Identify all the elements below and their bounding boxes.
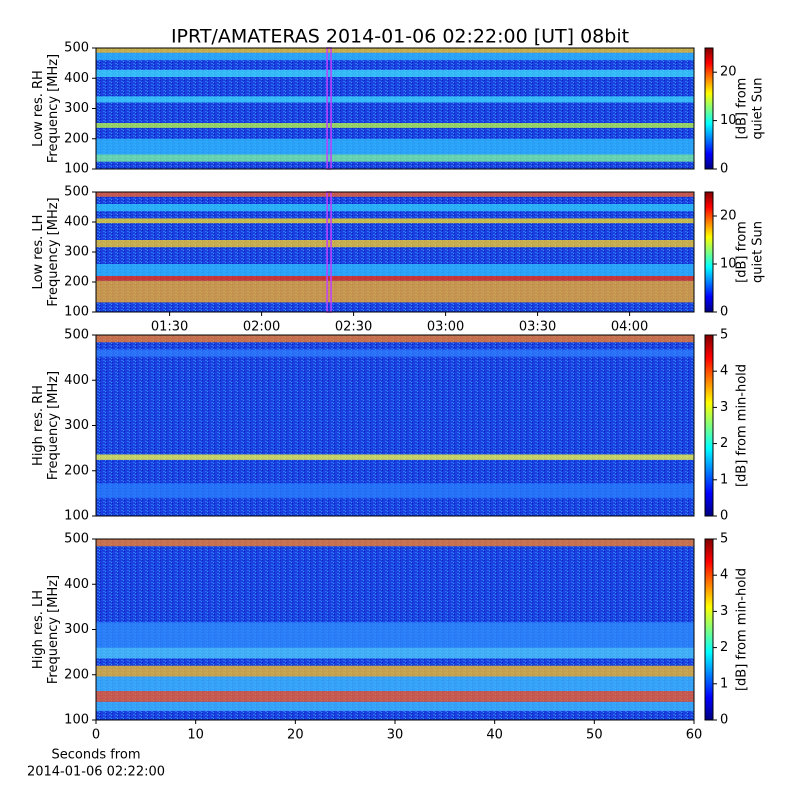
colorbar-tick-label: 2: [720, 436, 728, 451]
spectrogram-band: [96, 264, 694, 276]
spectrogram-band: [96, 701, 694, 711]
colorbar-tick-label: 0: [720, 509, 728, 524]
spectrogram-band: [96, 218, 694, 224]
y-tick-label: 400: [64, 577, 89, 592]
colorbar-tick-label: 1: [720, 472, 728, 487]
y-tick-label: 200: [64, 275, 89, 290]
colorbar-tick-label: 2: [720, 640, 728, 655]
y-tick-label: 500: [64, 41, 89, 56]
x-tick-label: 04:00: [611, 320, 648, 335]
spectrogram-band: [96, 123, 694, 128]
spectrogram-band: [96, 622, 694, 648]
x-tick-label: 03:00: [427, 320, 464, 335]
y-tick-label: 400: [64, 373, 89, 388]
x-tick-label: 02:00: [243, 320, 280, 335]
y-tick-label: 200: [64, 463, 89, 478]
colorbar-tick-label: 10: [720, 257, 737, 272]
y-axis-label: Frequency [MHz]: [46, 197, 61, 306]
spectrogram-band: [96, 647, 694, 659]
x-tick-label: 03:30: [519, 320, 556, 335]
colorbar: [704, 47, 714, 170]
y-tick-label: 300: [64, 245, 89, 260]
y-tick-label: 500: [64, 328, 89, 343]
x-tick-label: 0: [92, 728, 100, 743]
y-tick-label: 100: [64, 305, 89, 320]
colorbar-label: [dB] from min-hold: [735, 364, 750, 487]
y-axis-label: Low res. LH: [31, 215, 46, 290]
colorbar: [704, 191, 714, 313]
colorbar-tick-label: 4: [720, 568, 728, 583]
spectrogram-band: [96, 96, 694, 103]
colorbar-label: [dB] from: [735, 221, 750, 283]
x-tick-label: 01:30: [151, 320, 188, 335]
spectrogram-band: [96, 349, 694, 357]
spectrogram-band: [96, 676, 694, 692]
spectrogram-band: [96, 454, 694, 460]
spectrogram-band: [96, 52, 694, 61]
spectrogram-band: [96, 240, 694, 248]
x-tick-label: 50: [586, 728, 603, 743]
spectrogram-band: [96, 192, 694, 197]
x-axis-label: 2014-01-06 02:22:00: [27, 765, 165, 780]
colorbar-label: quiet Sun: [751, 221, 766, 283]
colorbar-tick-label: 4: [720, 364, 728, 379]
colorbar-tick-label: 3: [720, 400, 728, 415]
y-tick-label: 300: [64, 101, 89, 116]
colorbar-tick-label: 20: [720, 209, 737, 224]
colorbar-label: [dB] from min-hold: [735, 568, 750, 691]
colorbar-tick-label: 1: [720, 676, 728, 691]
y-tick-label: 300: [64, 418, 89, 433]
colorbar-tick-label: 10: [720, 113, 737, 128]
chart-title: IPRT/AMATERAS 2014-01-06 02:22:00 [UT] 0…: [171, 26, 629, 48]
spectrogram-band: [96, 539, 694, 547]
y-tick-label: 500: [64, 185, 89, 200]
y-tick-label: 200: [64, 667, 89, 682]
spectrogram-band: [96, 691, 694, 702]
colorbar-tick-label: 0: [720, 713, 728, 728]
spectrogram-band: [96, 280, 694, 303]
y-axis-label: Frequency [MHz]: [46, 54, 61, 163]
spectrogram-band: [96, 276, 694, 281]
spectrogram-band: [96, 335, 694, 343]
colorbar-tick-label: 5: [720, 328, 728, 343]
y-tick-label: 100: [64, 713, 89, 728]
spectrogram-band: [96, 204, 694, 212]
y-tick-label: 100: [64, 162, 89, 177]
x-tick-label: 30: [387, 728, 404, 743]
y-tick-label: 500: [64, 532, 89, 547]
y-axis-label: High res. LH: [31, 590, 46, 669]
colorbar-label: quiet Sun: [751, 77, 766, 139]
colorbar-tick-label: 5: [720, 532, 728, 547]
y-tick-label: 400: [64, 215, 89, 230]
y-tick-label: 200: [64, 131, 89, 146]
y-axis-label: Frequency [MHz]: [46, 371, 61, 480]
colorbar: [704, 334, 714, 517]
spectrogram-band: [96, 665, 694, 677]
x-tick-label: 40: [486, 728, 503, 743]
colorbar-tick-label: 20: [720, 65, 737, 80]
y-tick-label: 300: [64, 622, 89, 637]
colorbar: [704, 538, 714, 721]
spectrogram-band: [96, 154, 694, 162]
x-axis-label: Seconds from: [51, 748, 140, 763]
spectrogram-band: [96, 48, 694, 53]
colorbar-tick-label: 0: [720, 305, 728, 320]
y-tick-label: 100: [64, 509, 89, 524]
colorbar-tick-label: 0: [720, 162, 728, 177]
spectrogram-band: [96, 483, 694, 498]
y-axis-label: Low res. RH: [31, 70, 46, 147]
x-tick-label: 10: [187, 728, 204, 743]
x-tick-label: 60: [686, 728, 703, 743]
y-axis-label: High res. RH: [31, 385, 46, 466]
x-tick-label: 20: [287, 728, 304, 743]
spectrogram-band: [96, 69, 694, 78]
colorbar-tick-label: 3: [720, 604, 728, 619]
x-tick-label: 02:30: [335, 320, 372, 335]
y-axis-label: Frequency [MHz]: [46, 575, 61, 684]
y-tick-label: 400: [64, 71, 89, 86]
spectrogram-band: [96, 138, 694, 155]
colorbar-label: [dB] from: [735, 78, 750, 140]
